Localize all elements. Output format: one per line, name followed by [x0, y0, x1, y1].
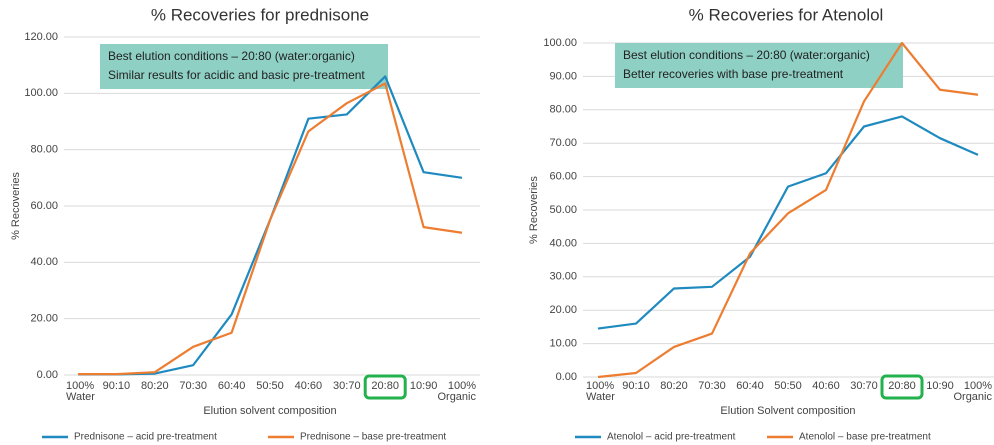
x-tick-label: 100% Water	[586, 380, 615, 403]
y-tick-label: 60.00	[30, 200, 58, 212]
legend-label: Atenolol – acid pre-treatment	[607, 432, 736, 443]
chart-title: % Recoveries for prednisone	[151, 5, 369, 24]
highlight-box	[363, 374, 407, 400]
chart-title: % Recoveries for Atenolol	[689, 5, 884, 24]
y-tick-label: 0.00	[556, 371, 577, 383]
y-tick-label: 90.00	[549, 70, 577, 82]
y-axis-label: % Recoveries	[10, 172, 22, 240]
annotation: Best elution conditions – 20:80 (water:o…	[623, 48, 870, 62]
y-tick-label: 70.00	[549, 137, 577, 149]
x-tick-label: 90:10	[622, 380, 650, 392]
y-tick-label: 80.00	[30, 144, 58, 156]
x-tick-label: 100% Water	[66, 380, 95, 403]
x-tick-label: 40:60	[812, 380, 840, 392]
series-line	[78, 82, 463, 376]
y-tick-label: 40.00	[30, 256, 58, 268]
x-tick-label: 60:40	[218, 380, 246, 392]
legend-label: Prednisone – acid pre-treatment	[74, 432, 217, 443]
series-line	[78, 75, 463, 376]
x-tick-label: 50:50	[774, 380, 802, 392]
legend-label: Prednisone – base pre-treatment	[300, 432, 446, 443]
x-tick-label: 80:20	[660, 380, 688, 392]
series-line	[597, 41, 979, 379]
annotation-box	[615, 43, 903, 88]
legend-label: Atenolol – base pre-treatment	[799, 432, 931, 443]
x-tick-label: 20:80	[888, 380, 916, 392]
x-tick-label: 60:40	[736, 380, 764, 392]
x-tick-label: 90:10	[103, 380, 131, 392]
x-tick-label: 30:70	[333, 380, 361, 392]
x-tick-label: 20:80	[371, 380, 399, 392]
x-tick-label: 30:70	[850, 380, 878, 392]
y-tick-label: 30.00	[549, 271, 577, 283]
x-tick-label: 80:20	[141, 380, 169, 392]
annotation: Best elution conditions – 20:80 (water:o…	[108, 49, 355, 63]
y-tick-label: 0.00	[37, 369, 58, 381]
y-tick-label: 60.00	[549, 171, 577, 183]
y-tick-label: 100.00	[543, 37, 577, 49]
y-tick-label: 40.00	[549, 237, 577, 249]
x-tick-label: 100% Organic	[953, 380, 992, 403]
x-tick-label: 10:90	[410, 380, 438, 392]
y-tick-label: 10.00	[549, 338, 577, 350]
x-axis-label: Elution solvent composition	[203, 405, 336, 417]
x-tick-label: 100% Organic	[437, 380, 476, 403]
y-tick-label: 20.00	[549, 304, 577, 316]
x-tick-label: 70:30	[179, 380, 207, 392]
x-tick-label: 50:50	[256, 380, 284, 392]
x-tick-label: 10:90	[926, 380, 954, 392]
x-tick-label: 70:30	[698, 380, 726, 392]
annotation: Better recoveries with base pre-treatmen…	[623, 67, 844, 81]
x-tick-label: 40:60	[295, 380, 323, 392]
y-tick-label: 20.00	[30, 313, 58, 325]
series-line	[597, 115, 979, 330]
annotation: Similar results for acidic and basic pre…	[108, 68, 365, 82]
highlight-box	[880, 374, 924, 400]
y-axis-label: % Recoveries	[528, 176, 540, 244]
y-tick-label: 80.00	[549, 104, 577, 116]
y-tick-label: 50.00	[549, 204, 577, 216]
annotation-box	[100, 44, 388, 89]
y-tick-label: 120.00	[24, 31, 58, 43]
y-tick-label: 100.00	[24, 87, 58, 99]
x-axis-label: Elution Solvent composition	[720, 405, 855, 417]
